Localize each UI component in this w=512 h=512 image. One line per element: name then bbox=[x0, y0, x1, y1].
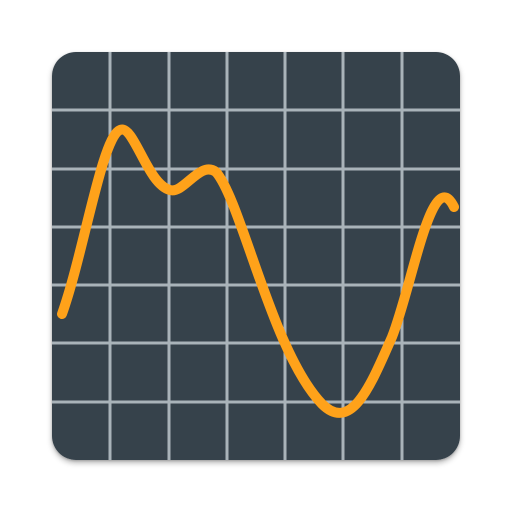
graph-icon bbox=[52, 52, 460, 460]
waveform-line bbox=[57, 124, 459, 418]
app-icon[interactable] bbox=[52, 52, 460, 460]
